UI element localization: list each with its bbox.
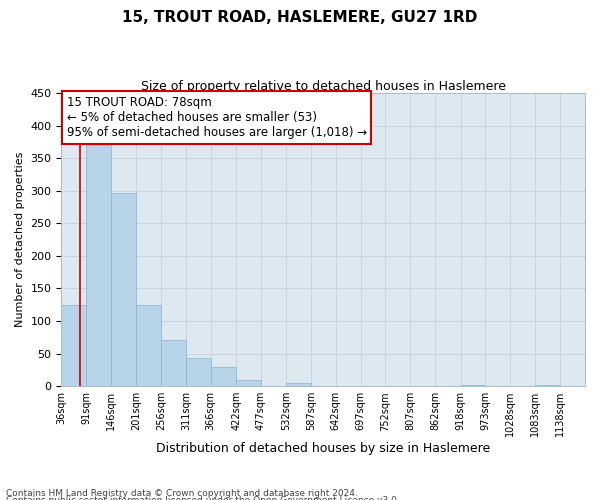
- Bar: [535, 385, 560, 386]
- Bar: [286, 383, 311, 386]
- Bar: [111, 192, 136, 386]
- Y-axis label: Number of detached properties: Number of detached properties: [15, 152, 25, 328]
- Text: Contains HM Land Registry data © Crown copyright and database right 2024.: Contains HM Land Registry data © Crown c…: [6, 488, 358, 498]
- Title: Size of property relative to detached houses in Haslemere: Size of property relative to detached ho…: [141, 80, 506, 93]
- Bar: [461, 385, 485, 386]
- Bar: [61, 306, 86, 386]
- Bar: [236, 380, 261, 386]
- Text: 15, TROUT ROAD, HASLEMERE, GU27 1RD: 15, TROUT ROAD, HASLEMERE, GU27 1RD: [122, 10, 478, 25]
- Bar: [136, 306, 161, 386]
- Text: Contains public sector information licensed under the Open Government Licence v3: Contains public sector information licen…: [6, 496, 400, 500]
- Bar: [186, 358, 211, 386]
- Text: 15 TROUT ROAD: 78sqm
← 5% of detached houses are smaller (53)
95% of semi-detach: 15 TROUT ROAD: 78sqm ← 5% of detached ho…: [67, 96, 367, 139]
- Bar: [86, 145, 111, 386]
- X-axis label: Distribution of detached houses by size in Haslemere: Distribution of detached houses by size …: [156, 442, 490, 455]
- Bar: [211, 368, 236, 386]
- Bar: [161, 340, 186, 386]
